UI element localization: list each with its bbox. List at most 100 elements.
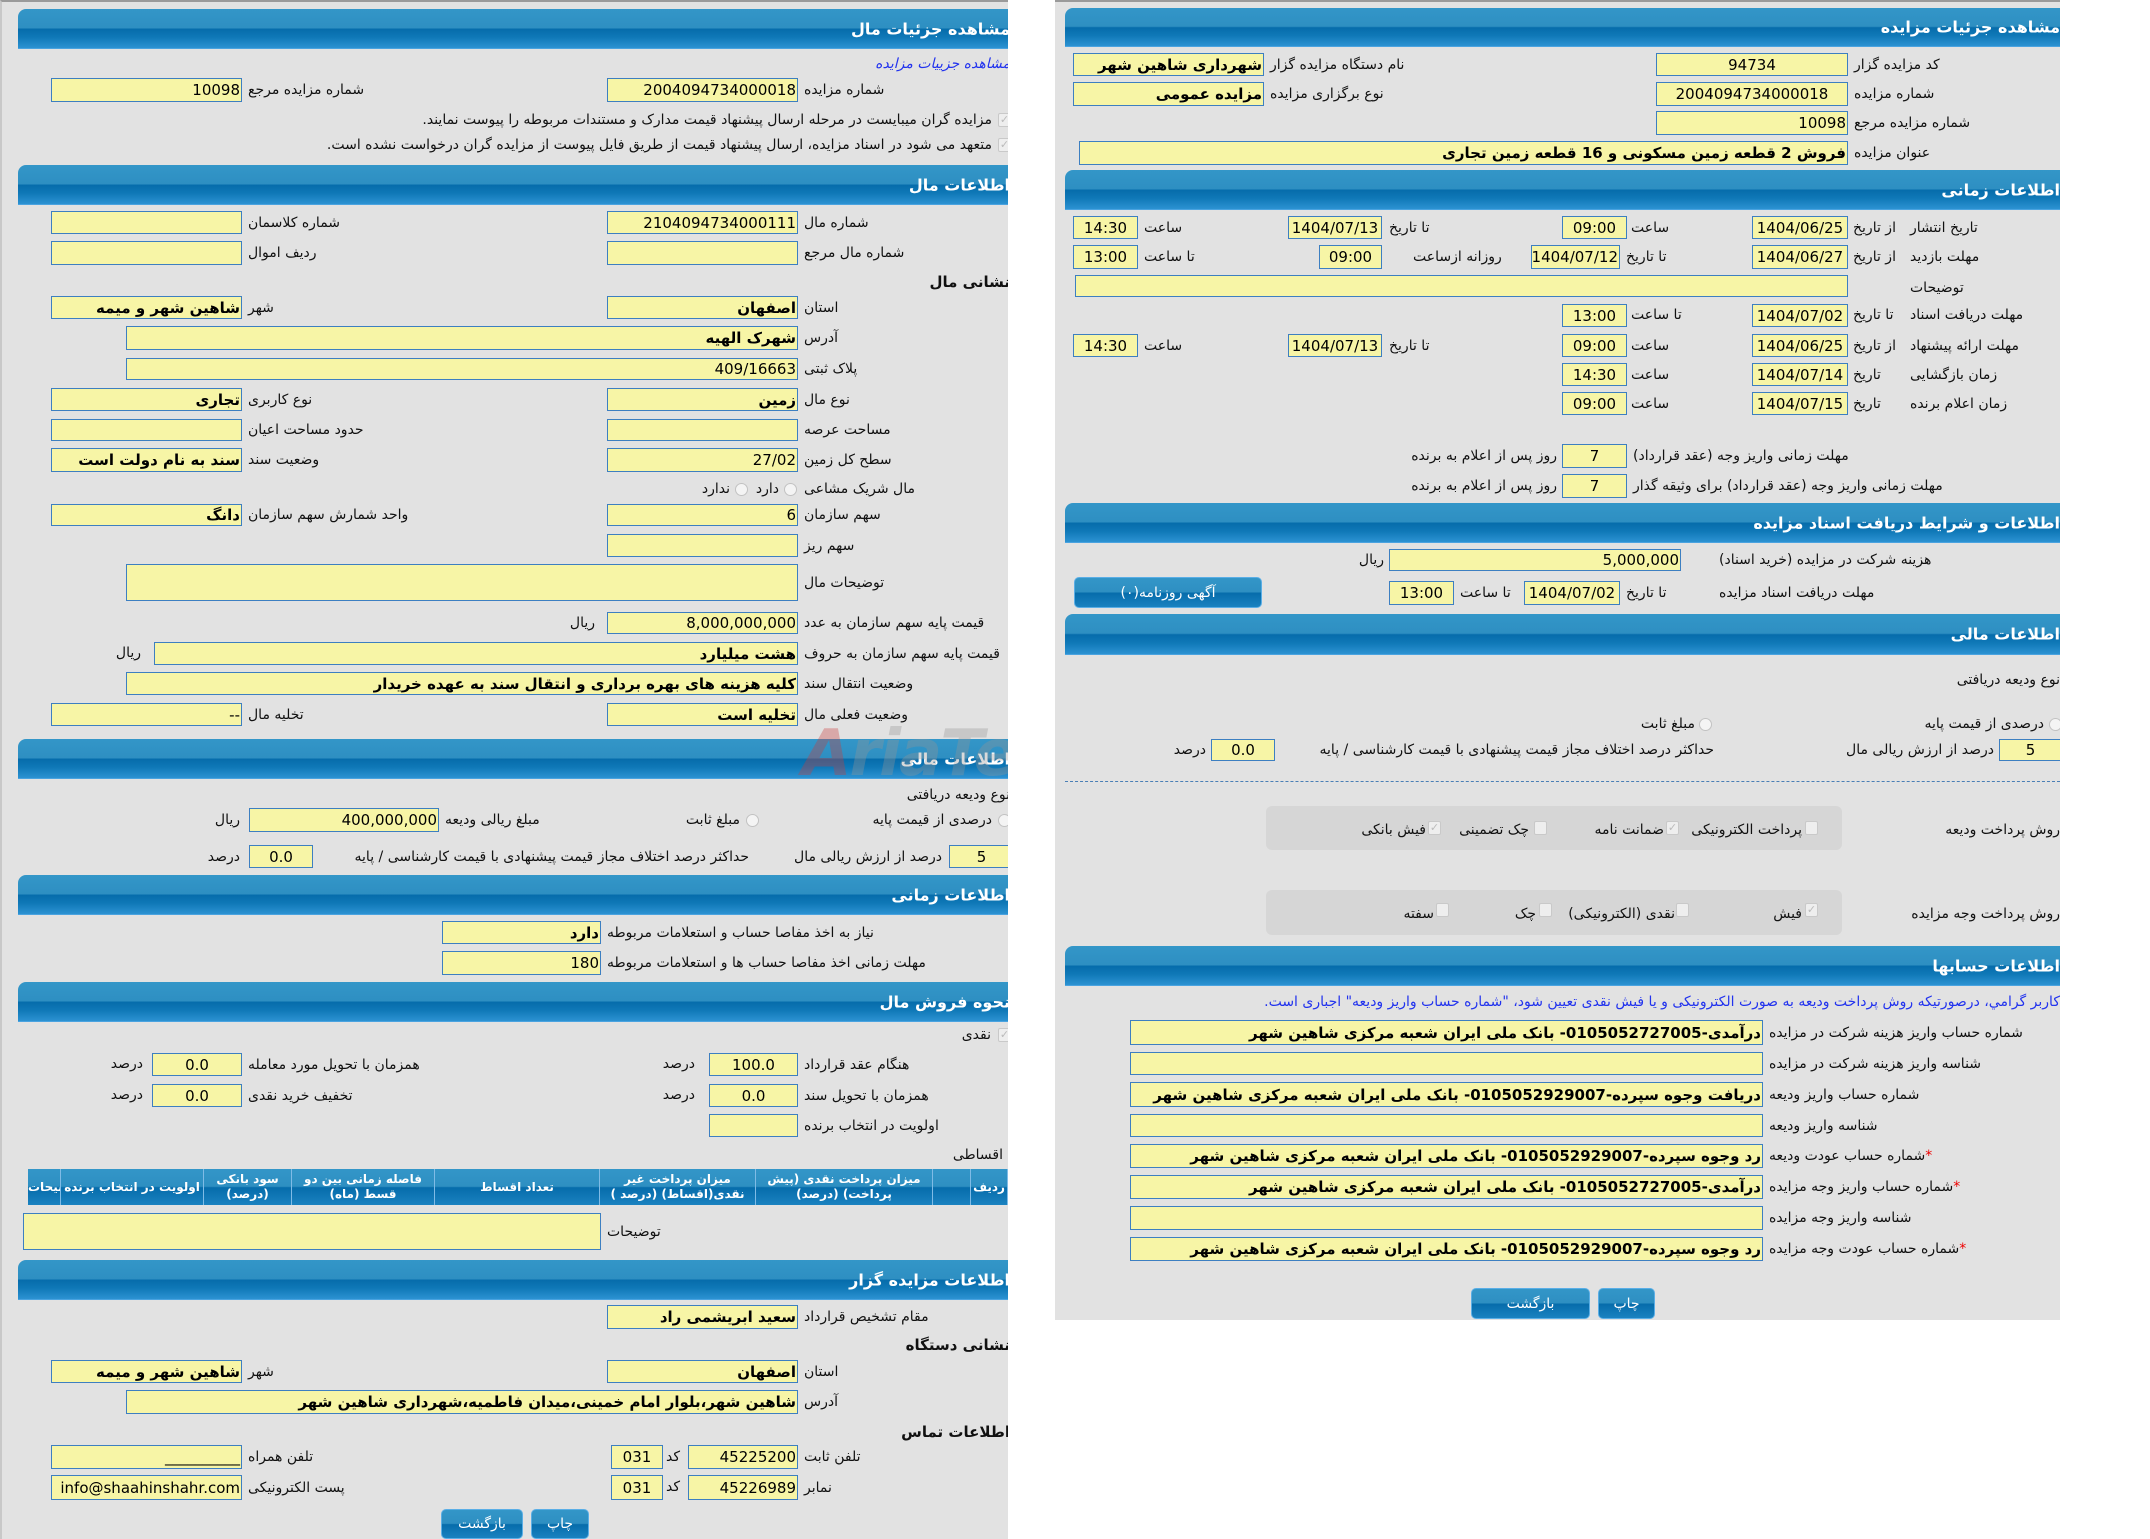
notice-checkbox[interactable]: ✓ [998,113,1008,127]
left-item-sub-share-value-field[interactable] [607,534,798,557]
right-timing-offer-from-field[interactable]: 1404/06/25 [1752,334,1848,357]
deposit-method-checkbox[interactable] [1805,821,1818,835]
print-button[interactable]: چاپ [1598,1288,1655,1319]
right-timing-offer-to-field[interactable]: 1404/07/13 [1288,334,1382,357]
right-timing-opening-date-field[interactable]: 1404/07/14 [1752,363,1848,386]
left-item-org-share-value-field[interactable]: 6 [607,504,798,526]
account-field[interactable] [1130,1206,1763,1230]
right-timing-publish-from-time-field[interactable]: 09:00 [1562,216,1627,239]
max-diff-field[interactable]: 0.0 [1211,739,1275,761]
right-timing-offer-to-time-field[interactable]: 14:30 [1073,334,1138,357]
left-item-asset-row-value-field[interactable] [51,241,242,265]
shared-yes-radio[interactable] [784,483,797,496]
back-button[interactable]: بازگشت [441,1509,523,1539]
left-timing-settlement-needed-value-field[interactable]: دارد [442,921,601,944]
left-item-deed-status-value-field[interactable]: سند به نام دولت است [51,448,242,472]
left-item-base-price-value-field[interactable]: 8,000,000,000 [607,612,798,634]
docs-deadline-date-field[interactable]: 1404/07/02 [1524,581,1620,605]
right-timing-winner-time-field[interactable]: 09:00 [1562,392,1627,415]
left-item-plaque-value-field[interactable]: 409/16663 [126,358,798,380]
doc-deadline-date-field[interactable]: 1404/07/02 [1752,304,1848,327]
left-auctioneer-authority-value-field[interactable]: سعید ابریشمی راد [607,1305,798,1329]
left-item-total-area-value-field[interactable]: 27/02 [607,448,798,472]
left-item-eviction-value-field[interactable]: -- [51,703,242,726]
newspaper-ad-button[interactable]: آگهی روزنامه(۰) [1074,577,1262,608]
left-item-base-price-words-value-field[interactable]: هشت میلیارد [154,642,798,665]
left-item-share-unit-value-field[interactable]: دانگ [51,504,242,526]
payment-method-checkbox[interactable] [1436,903,1449,917]
left-timing-settlement-deadline-value-field[interactable]: 180 [442,951,601,975]
left-item-province-value-field[interactable]: اصفهان [607,296,798,319]
right-org-name-value-field[interactable]: شهرداری شاهین شهر [1073,53,1264,76]
percent-of-base-radio[interactable] [2049,718,2060,731]
account-field[interactable]: دریافت وجوه سپرده-0105052929007- بانک مل… [1130,1082,1763,1107]
doc-deadline-time-field[interactable]: 13:00 [1562,304,1627,327]
deposit-percent-field[interactable]: 5 [1999,739,2060,761]
account-field[interactable]: رد وجوه سپرده-0105052929007- بانک ملی ای… [1130,1237,1763,1261]
visit-to-field[interactable]: 1404/07/12 [1531,245,1620,269]
left-sale-on-deed-value-field[interactable]: 0.0 [709,1084,798,1107]
notice-checkbox[interactable]: ✓ [998,138,1008,152]
left-finance-percent-value-field[interactable]: 5 [949,845,1008,868]
payment-method-checkbox[interactable]: ✓ [1805,903,1818,917]
left-item-type-value-field[interactable]: زمین [607,388,798,411]
deposit-method-checkbox[interactable] [1534,821,1547,835]
left-auctioneer-address-value-field[interactable]: شاهین شهر،بلوار امام خمینی،میدان فاطمیه،… [126,1390,798,1414]
left-item-current-status-value-field[interactable]: تخلیه است [607,703,798,726]
visit-until-field[interactable]: 13:00 [1073,245,1138,269]
left-sale-description-value-field[interactable] [23,1213,601,1250]
left-auctioneer-email-value-field[interactable]: info@shaahinshahr.com [51,1475,242,1500]
visit-daily-from-field[interactable]: 09:00 [1319,245,1382,269]
left-item-item-number-value-field[interactable]: 2104094734000111 [607,211,798,234]
percent-of-base-radio[interactable] [998,814,1008,827]
left-auction-number-value-field[interactable]: 2004094734000018 [607,78,798,102]
right-timing-opening-time-field[interactable]: 14:30 [1562,363,1627,386]
right-auction-number-value-field[interactable]: 2004094734000018 [1656,82,1848,106]
right-timing-pay-deadline-value-field[interactable]: 7 [1562,444,1627,468]
payment-method-checkbox[interactable] [1676,903,1689,917]
right-holding-type-value-field[interactable]: مزایده عمومی [1073,82,1264,106]
deposit-method-checkbox[interactable]: ✓ [1666,821,1679,835]
right-timing-offer-from-time-field[interactable]: 09:00 [1562,334,1627,357]
fixed-amount-radio[interactable] [1699,718,1712,731]
left-item-building-area-value-field[interactable] [51,419,242,441]
left-ref-number-value-field[interactable]: 10098 [51,78,242,102]
phone-code-field[interactable]: 031 [611,1445,663,1469]
left-item-item-ref-value-field[interactable] [607,241,798,265]
left-item-address-value-field[interactable]: شهرک الهیه [126,326,798,350]
left-finance-deposit-amount-value-field[interactable]: 400,000,000 [249,808,439,832]
right-timing-publish-from-field[interactable]: 1404/06/25 [1752,216,1848,239]
left-item-transfer-value-field[interactable]: کلیه هزینه های بهره برداری و انتقال سند … [126,672,798,695]
left-item-description-value-field[interactable] [126,564,798,601]
right-subject-value-field[interactable]: فروش 2 قطعه زمین مسکونی و 16 قطعه زمین ت… [1079,141,1848,165]
account-field[interactable]: رد وجوه سپرده-0105052929007- بانک ملی ای… [1130,1144,1763,1168]
right-timing-publish-to-field[interactable]: 1404/07/13 [1288,216,1382,239]
left-sale-on-delivery-value-field[interactable]: 0.0 [152,1053,242,1076]
left-item-usage-value-field[interactable]: تجاری [51,388,242,411]
left-item-land-area-value-field[interactable] [607,419,798,441]
fixed-amount-radio[interactable] [746,814,759,827]
right-timing-pay-deadline-collateral-value-field[interactable]: 7 [1562,474,1627,498]
account-field[interactable]: درآمدی-0105052727005- بانک ملی ایران شعب… [1130,1020,1763,1045]
left-sale-cash-discount-value-field[interactable]: 0.0 [152,1084,242,1107]
docs-deadline-time-field[interactable]: 13:00 [1389,581,1454,605]
left-sale-priority-value-field[interactable] [709,1114,798,1137]
right-auctioneer-code-value-field[interactable]: 94734 [1656,53,1848,76]
right-ref-number-value-field[interactable]: 10098 [1656,111,1848,135]
left-item-city-value-field[interactable]: شاهین شهر و میمه [51,296,242,319]
cash-checkbox[interactable]: ✓ [998,1028,1008,1042]
fee-field[interactable]: 5,000,000 [1389,549,1681,571]
left-sale-on-contract-value-field[interactable]: 100.0 [709,1053,798,1076]
right-timing-winner-date-field[interactable]: 1404/07/15 [1752,392,1848,415]
account-field[interactable]: درآمدی-0105052727005- بانک ملی ایران شعب… [1130,1175,1763,1199]
visit-from-field[interactable]: 1404/06/27 [1752,245,1848,269]
deposit-method-checkbox[interactable]: ✓ [1428,821,1441,835]
right-timing-publish-to-time-field[interactable]: 14:30 [1073,216,1138,239]
left-auctioneer-mobile-value-field[interactable]: __________ [51,1445,242,1469]
account-field[interactable] [1130,1052,1763,1075]
left-auctioneer-fax-value-field[interactable]: 45226989 [688,1475,798,1500]
fax-code-field[interactable]: 031 [611,1475,663,1500]
left-auctioneer-city-value-field[interactable]: شاهین شهر و میمه [51,1360,242,1383]
back-button[interactable]: بازگشت [1471,1288,1590,1319]
left-auctioneer-phone-value-field[interactable]: 45225200 [688,1445,798,1469]
